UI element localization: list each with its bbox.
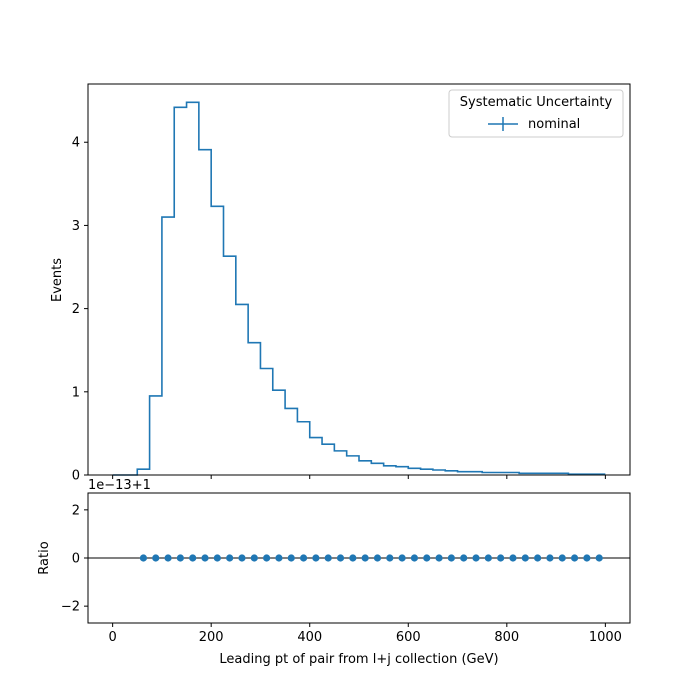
- ratio-y-tick-label: −2: [61, 600, 80, 615]
- events-y-tick-label: 0: [72, 469, 80, 484]
- ratio-panel: −2 0 2 0 200 400 600 800 1000 1e−13+1 Ratio Lea…: [37, 478, 631, 667]
- ratio-point: [386, 554, 394, 562]
- ratio-point: [570, 554, 579, 562]
- x-tick-label: 800: [494, 630, 519, 645]
- ratio-point: [423, 554, 431, 562]
- ratio-point: [435, 554, 443, 562]
- ratio-point: [509, 554, 517, 562]
- ratio-point: [534, 554, 542, 562]
- ratio-point: [139, 554, 148, 562]
- ratio-point: [299, 554, 308, 562]
- ratio-point: [595, 554, 603, 562]
- ratio-point: [558, 554, 566, 562]
- x-tick-label: 0: [108, 630, 116, 645]
- ratio-point: [484, 554, 492, 562]
- ratio-y-tick-label: 0: [72, 552, 80, 567]
- ratio-point: [361, 554, 369, 562]
- ratio-point: [287, 554, 295, 562]
- ratio-point: [349, 554, 357, 562]
- events-y-tick-label: 4: [72, 136, 80, 151]
- ratio-point: [164, 554, 172, 562]
- ratio-point: [201, 554, 209, 562]
- ratio-point: [583, 554, 591, 562]
- ratio-point: [312, 554, 320, 562]
- ratio-y-axis-label: Ratio: [37, 541, 52, 574]
- ratio-point: [472, 554, 480, 562]
- ratio-point: [226, 554, 234, 562]
- ratio-plot-frame: [87, 492, 631, 624]
- ratio-offset-text: 1e−13+1: [88, 478, 151, 493]
- events-y-tick-label: 2: [72, 302, 80, 317]
- events-plot-frame: [87, 83, 631, 476]
- ratio-point: [521, 554, 529, 562]
- events-panel: 0 1 2 3 4 Events Systematic Uncertainty nomi…: [50, 83, 631, 484]
- ratio-point: [336, 554, 345, 562]
- ratio-point: [546, 554, 554, 562]
- ratio-point: [275, 554, 283, 562]
- legend: Systematic Uncertainty nominal: [448, 89, 624, 138]
- ratio-point: [447, 554, 455, 562]
- x-tick-label: 1000: [589, 630, 622, 645]
- ratio-point: [373, 554, 382, 562]
- ratio-point: [324, 554, 332, 562]
- events-y-axis-label: Events: [50, 258, 65, 302]
- legend-box: [448, 89, 624, 138]
- ratio-point: [213, 554, 221, 562]
- events-y-tick-label: 1: [72, 385, 80, 400]
- x-tick-label: 400: [297, 630, 322, 645]
- legend-title: Systematic Uncertainty: [460, 95, 613, 110]
- x-tick-label: 600: [396, 630, 421, 645]
- events-y-tick-label: 3: [72, 219, 80, 234]
- ratio-point: [497, 554, 505, 562]
- legend-entry-nominal: nominal: [528, 117, 580, 132]
- ratio-point: [263, 554, 271, 562]
- ratio-point: [189, 554, 197, 562]
- ratio-point: [410, 554, 419, 562]
- ratio-point: [460, 554, 468, 562]
- ratio-point: [250, 554, 258, 562]
- ratio-y-tick-label: 2: [72, 503, 80, 518]
- ratio-point: [152, 554, 160, 562]
- series-nominal-step-line: [112, 101, 606, 476]
- ratio-point: [238, 554, 246, 562]
- x-tick-label: 200: [199, 630, 224, 645]
- x-axis-label: Leading pt of pair from l+j collection (…: [219, 652, 498, 667]
- ratio-point: [398, 554, 406, 562]
- ratio-point: [176, 554, 184, 562]
